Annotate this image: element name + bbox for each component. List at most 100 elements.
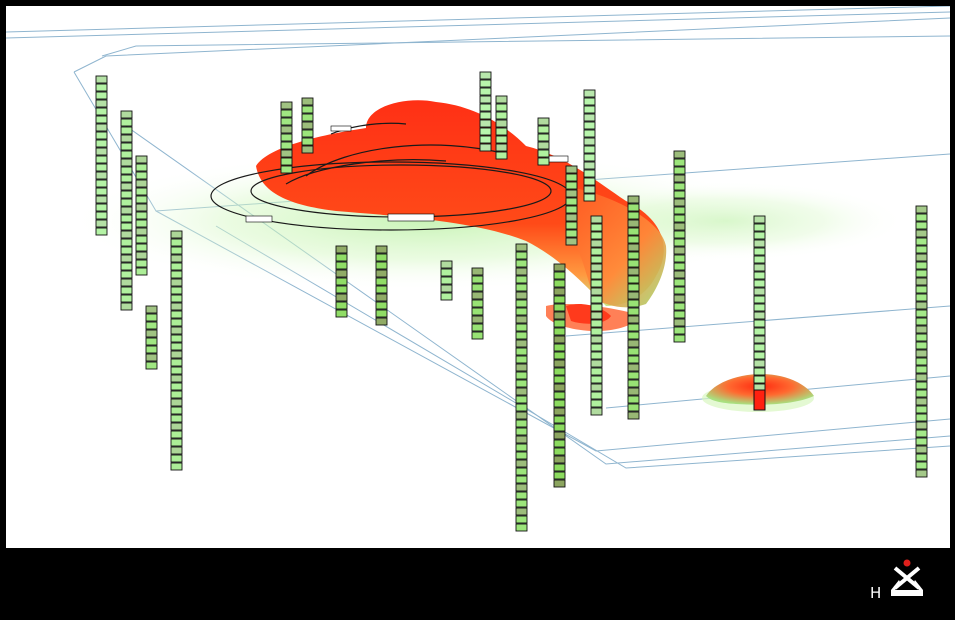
borehole-sample [515,499,528,508]
borehole[interactable] [471,267,484,340]
borehole-sample [583,161,596,170]
borehole[interactable] [915,205,928,478]
borehole-sample [590,375,603,384]
borehole-sample [495,111,508,120]
borehole-sample [515,371,528,380]
borehole-sample [95,155,108,164]
plume-scene[interactable] [6,6,950,548]
borehole-sample [471,299,484,308]
borehole-sample [479,143,492,152]
borehole[interactable] [553,263,566,488]
borehole-sample [583,121,596,130]
borehole-sample [537,117,550,126]
borehole-sample [553,399,566,408]
borehole-sample [515,331,528,340]
borehole-sample [753,351,766,360]
borehole-sample [627,355,640,364]
borehole-sample [335,269,348,278]
3d-viewport[interactable] [6,6,950,548]
borehole-sample [673,278,686,287]
borehole-sample [627,251,640,260]
borehole[interactable] [515,243,528,532]
borehole[interactable] [440,260,453,301]
borehole-sample [915,389,928,398]
borehole-sample [120,222,133,231]
borehole-sample [495,135,508,144]
borehole[interactable] [583,89,596,202]
borehole[interactable] [375,245,388,326]
borehole-sample [479,103,492,112]
borehole-sample [515,379,528,388]
borehole-sample [170,334,183,343]
borehole[interactable] [673,150,686,343]
borehole-sample [673,318,686,327]
borehole-sample [120,278,133,287]
borehole[interactable] [335,245,348,318]
borehole-sample [120,270,133,279]
borehole-sample [515,419,528,428]
borehole-sample [95,91,108,100]
borehole-sample [915,205,928,214]
borehole[interactable] [495,95,508,160]
borehole[interactable] [145,305,158,370]
borehole-sample [95,131,108,140]
borehole-layer [95,71,928,532]
borehole-sample [120,214,133,223]
borehole-sample [280,141,293,150]
borehole-sample [915,285,928,294]
borehole-sample [170,294,183,303]
borehole-sample [135,187,148,196]
borehole-sample [95,123,108,132]
borehole-sample [590,223,603,232]
borehole-sample [135,235,148,244]
borehole-sample [301,105,314,114]
borehole-sample [170,262,183,271]
borehole-sample [627,307,640,316]
borehole-sample [553,383,566,392]
borehole-sample [627,211,640,220]
borehole-sample [515,515,528,524]
borehole[interactable] [627,195,640,420]
borehole-sample [479,79,492,88]
borehole-sample [479,95,492,104]
borehole-sample [335,261,348,270]
borehole-sample [553,447,566,456]
borehole-sample [135,243,148,252]
borehole[interactable] [479,71,492,152]
borehole-sample [627,395,640,404]
borehole[interactable] [565,165,578,246]
borehole-sample [590,383,603,392]
borehole[interactable] [590,215,603,416]
borehole-sample [135,251,148,260]
borehole-sample [515,347,528,356]
borehole-sample [120,182,133,191]
borehole[interactable] [280,101,293,174]
borehole-sample [515,491,528,500]
borehole-sample [673,294,686,303]
borehole-sample [515,275,528,284]
borehole-sample [375,301,388,310]
borehole-sample [915,253,928,262]
borehole-sample [120,206,133,215]
borehole[interactable] [753,215,766,408]
borehole[interactable] [301,97,314,154]
borehole-sample [583,177,596,186]
borehole-sample [280,157,293,166]
borehole-sample [753,327,766,336]
borehole[interactable] [135,155,148,276]
borehole[interactable] [95,75,108,236]
borehole-sample [120,158,133,167]
borehole-sample [95,83,108,92]
borehole-sample [120,190,133,199]
borehole-sample [915,341,928,350]
borehole[interactable] [120,110,133,311]
borehole-sample [515,243,528,252]
borehole-sample [95,107,108,116]
borehole-sample [753,255,766,264]
borehole-sample [590,311,603,320]
bottom-toolbar [0,548,955,620]
borehole-sample [170,254,183,263]
borehole-sample [753,359,766,368]
borehole[interactable] [170,230,183,471]
borehole[interactable] [537,117,550,166]
